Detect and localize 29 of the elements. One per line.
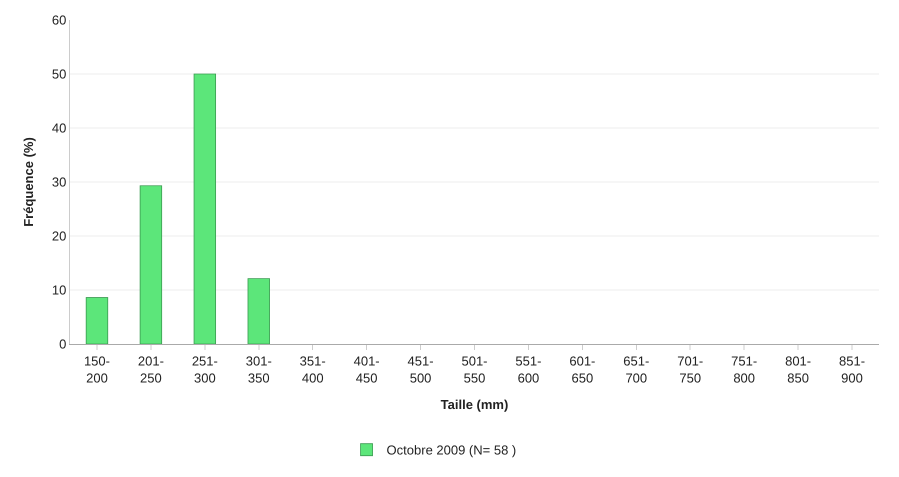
x-tick-label: 551-600 xyxy=(515,354,542,386)
x-axis-title: Taille (mm) xyxy=(440,397,508,412)
y-axis-title: Fréquence (%) xyxy=(20,137,36,227)
x-tick-label: 301-350 xyxy=(246,354,272,386)
y-tick-label: 20 xyxy=(52,228,66,244)
y-tick-label: 60 xyxy=(52,12,66,28)
legend-label: Octobre 2009 (N= 58 ) xyxy=(386,442,516,458)
bar xyxy=(86,297,108,344)
x-tick-label: 401-450 xyxy=(354,354,380,386)
y-tick-label: 0 xyxy=(59,336,66,352)
y-tick-label: 10 xyxy=(52,282,66,298)
y-tick-label: 30 xyxy=(52,174,66,190)
bar xyxy=(140,185,162,344)
x-tick-label: 751-800 xyxy=(731,354,758,386)
x-tick-label: 801-850 xyxy=(785,354,812,386)
x-tick-label: 701-750 xyxy=(677,354,704,386)
x-tick-label: 150-200 xyxy=(84,354,110,386)
x-tick-label: 501-550 xyxy=(461,354,488,386)
y-tick-label: 40 xyxy=(52,120,66,136)
x-tick-label: 851-900 xyxy=(839,354,866,386)
x-tick-label: 601-650 xyxy=(569,354,596,386)
x-tick-label: 251-300 xyxy=(192,354,218,386)
x-tick-label: 651-700 xyxy=(623,354,650,386)
bar xyxy=(248,278,270,344)
x-tick-label: 351-400 xyxy=(300,354,326,386)
x-tick-label: 451-500 xyxy=(408,354,434,386)
x-tick-label: 201-250 xyxy=(138,354,164,386)
y-tick-label: 50 xyxy=(52,66,66,82)
bar xyxy=(194,74,216,344)
